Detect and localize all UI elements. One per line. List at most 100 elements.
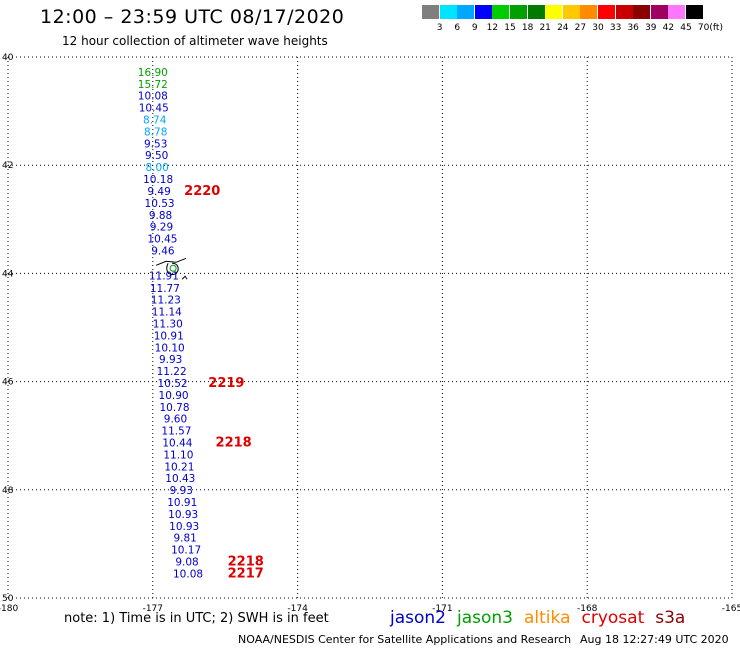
pass-time-label: 2219 <box>208 376 244 391</box>
wave-height-value: 11.30 <box>153 319 183 331</box>
wave-height-value: 10.08 <box>138 91 168 103</box>
color-swatch <box>598 5 615 19</box>
color-scale-label: 6 <box>454 23 461 33</box>
color-swatch <box>457 5 475 19</box>
y-tick-label: 46 <box>2 378 14 388</box>
color-swatch <box>545 5 563 19</box>
wave-height-value: 10.53 <box>145 198 175 210</box>
legend-cryosat: cryosat <box>581 608 645 628</box>
chart-subtitle: 12 hour collection of altimeter wave hei… <box>62 34 328 48</box>
wave-height-value: 11.91 <box>149 270 179 282</box>
wave-height-value: 10.52 <box>158 378 188 390</box>
wave-height-value: 9.88 <box>149 210 172 222</box>
y-tick-label: 44 <box>2 269 14 279</box>
pass-time-label: 2220 <box>184 184 220 199</box>
y-tick-label: 42 <box>2 161 13 171</box>
color-swatch <box>650 5 668 19</box>
wave-height-value: 10.10 <box>155 342 185 354</box>
wave-height-value: 8.00 <box>145 162 168 174</box>
wave-height-value: 9.50 <box>145 150 168 162</box>
satellite-legend: jason2 jason3 altika cryosat s3a <box>390 608 696 628</box>
wave-height-value: 11.14 <box>152 307 182 319</box>
wave-height-value: 10.45 <box>147 234 177 246</box>
color-scale-label: 27 <box>574 23 587 33</box>
color-scale-label: 70 <box>697 23 710 33</box>
color-scale-label: 18 <box>521 23 534 33</box>
wave-height-value: 9.08 <box>175 557 198 569</box>
color-scale-label: 45 <box>680 23 692 33</box>
wave-height-value: 8.78 <box>144 126 167 138</box>
wave-height-value: 11.10 <box>163 449 193 461</box>
wave-height-value: 11.22 <box>157 366 187 378</box>
wave-height-value: 15.72 <box>138 79 168 91</box>
island-outline <box>155 257 188 280</box>
island-marker <box>169 264 177 272</box>
x-tick-label: -171 <box>432 604 452 614</box>
footer-credit: NOAA/NESDIS Center for Satellite Applica… <box>238 633 572 646</box>
y-tick-label: 40 <box>2 53 14 63</box>
pass-time-label: 2217 <box>228 566 264 581</box>
color-scale-label: 42 <box>662 23 675 33</box>
legend-jason2: jason2 <box>390 608 446 628</box>
wave-height-value: 8.74 <box>143 115 167 127</box>
wave-height-value: 11.77 <box>150 283 180 295</box>
footer-note: note: 1) Time is in UTC; 2) SWH is in fe… <box>64 611 329 626</box>
wave-height-value: 10.43 <box>165 473 195 485</box>
legend-s3a: s3a <box>655 608 686 628</box>
pass-time-label: 2218 <box>216 436 252 451</box>
wave-height-value: 10.90 <box>159 390 189 402</box>
color-swatch <box>422 5 439 19</box>
wave-height-value: 9.29 <box>150 222 173 234</box>
color-scale-label: 24 <box>557 23 569 33</box>
wave-height-value: 9.49 <box>147 186 170 198</box>
color-swatch <box>527 5 545 19</box>
x-tick-label: -168 <box>577 604 598 614</box>
color-scale-label: 15 <box>504 23 516 33</box>
color-swatch <box>492 5 510 19</box>
color-swatch <box>686 5 703 19</box>
footer-timestamp: Aug 18 12:27:49 UTC 2020 <box>580 633 729 646</box>
wave-height-value: 10.91 <box>154 330 184 342</box>
x-tick-label: -177 <box>143 604 163 614</box>
wave-height-value: 16.90 <box>138 67 168 79</box>
chart-title: 12:00 – 23:59 UTC 08/17/2020 <box>40 6 345 28</box>
wave-height-value: 11.57 <box>161 426 191 438</box>
wave-height-value: 10.93 <box>168 509 198 521</box>
y-tick-label: 50 <box>2 594 14 604</box>
color-swatch <box>668 5 686 19</box>
wave-height-value: 9.93 <box>170 485 193 497</box>
color-swatch <box>615 5 633 19</box>
x-tick-label: -180 <box>0 604 18 614</box>
wave-height-value: 9.46 <box>151 245 175 257</box>
legend-jason3: jason3 <box>457 608 513 628</box>
wave-height-value: 10.45 <box>139 103 169 115</box>
color-scale-unit: (ft) <box>709 23 723 33</box>
color-scale-label: 33 <box>609 23 622 33</box>
color-swatch <box>510 5 527 19</box>
color-scale-label: 21 <box>539 23 551 33</box>
color-swatch <box>439 5 457 19</box>
x-tick-label: -165 <box>722 604 740 614</box>
color-scale-label: 39 <box>645 23 657 33</box>
wave-height-value: 10.17 <box>171 545 201 557</box>
wave-height-value: 9.81 <box>173 533 196 545</box>
wave-height-value: 9.93 <box>159 354 182 366</box>
wave-height-value: 10.91 <box>167 497 197 509</box>
color-swatch <box>562 5 580 19</box>
wave-height-value: 10.21 <box>164 461 194 473</box>
wave-height-value: 9.53 <box>144 138 167 150</box>
color-swatch <box>474 5 492 19</box>
color-swatch <box>580 5 598 19</box>
wave-height-value: 11.23 <box>151 295 181 307</box>
color-scale-label: 3 <box>436 23 443 33</box>
y-tick-label: 48 <box>2 486 14 496</box>
wave-height-value: 10.08 <box>173 568 203 580</box>
wave-height-value: 9.60 <box>164 414 187 426</box>
color-scale-label: 12 <box>486 23 499 33</box>
color-scale-label: 36 <box>627 23 639 33</box>
wave-height-value: 10.93 <box>169 521 199 533</box>
wave-height-value: 10.18 <box>143 174 173 186</box>
pass-time-label: 2218 <box>228 555 264 570</box>
color-scale-label: 9 <box>471 23 478 33</box>
